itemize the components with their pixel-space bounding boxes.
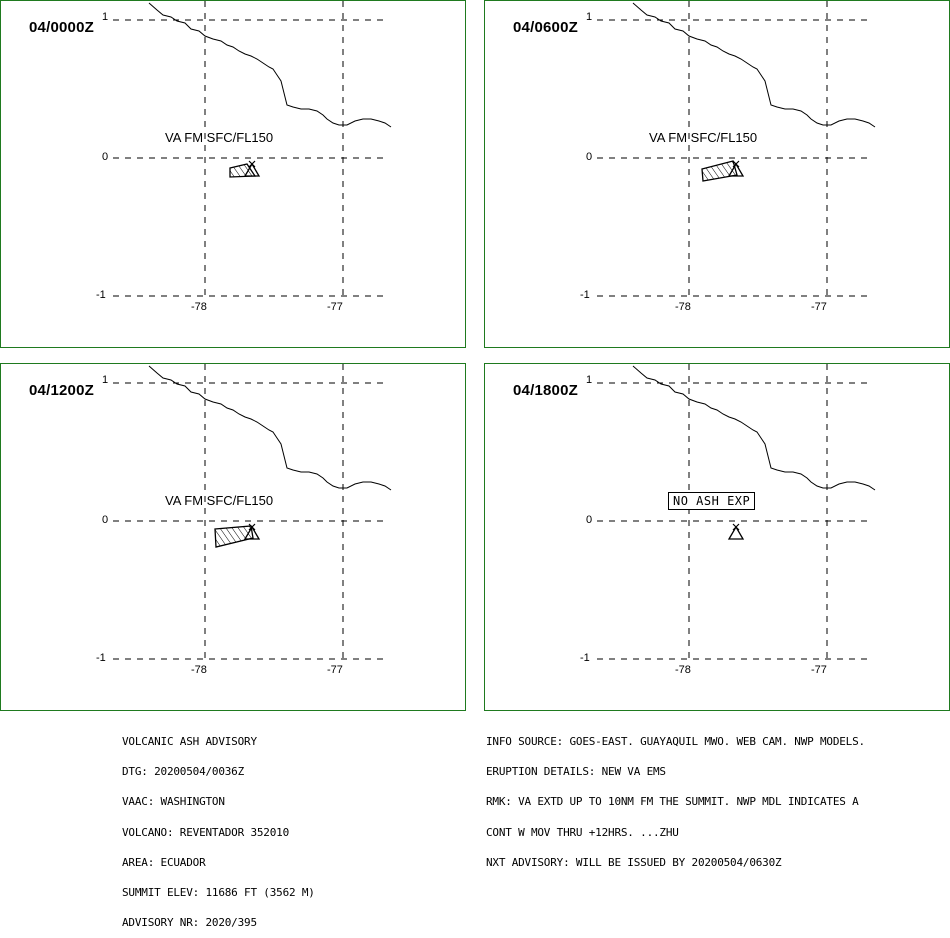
volcano-icon [727,162,745,177]
advisory-header-right: INFO SOURCE: GOES-EAST. GUAYAQUIL MWO. W… [486,717,865,878]
advisory-next: NXT ADVISORY: WILL BE ISSUED BY 20200504… [486,855,782,869]
lat-tick-1: 1 [586,11,593,23]
lat-tick-0: 0 [586,514,593,526]
no-ash-expected-box: NO ASH EXP [668,492,756,510]
ash-level-label: VA FM SFC/FL150 [165,493,274,508]
lon-tick-minus78: -78 [191,664,207,676]
lat-tick-minus1: -1 [96,652,106,664]
lat-tick-minus1: -1 [580,652,590,664]
forecast-time: 04/0000Z [29,19,94,36]
advisory-eruption-details: ERUPTION DETAILS: NEW VA EMS [486,765,666,779]
coastline [632,365,876,491]
forecast-panel-1200z: 04/1200Z VA FM SFC/FL150 1 0 -1 -78 -77 [0,363,466,711]
volcano-icon [243,525,261,540]
lat-tick-0: 0 [102,514,109,526]
lon-tick-minus77: -77 [811,664,827,676]
advisory-dtg: DTG: 20200504/0036Z [122,765,245,779]
lat-tick-1: 1 [102,11,109,23]
lat-tick-minus1: -1 [580,289,590,301]
eruption-mark-icon [248,160,256,168]
ash-plume-polygon [214,525,254,548]
advisory-remarks-cont: CONT W MOV THRU +12HRS. ...ZHU [486,825,679,839]
forecast-panel-0600z: 04/0600Z VA FM SFC/FL150 1 0 -1 -78 -77 [484,0,950,348]
forecast-panel-1800z: 04/1800Z NO ASH EXP 1 0 -1 -78 -77 [484,363,950,711]
lon-tick-minus77: -77 [811,301,827,313]
advisory-info-source: INFO SOURCE: GOES-EAST. GUAYAQUIL MWO. W… [486,735,865,748]
lat-tick-minus1: -1 [96,289,106,301]
coastline [148,2,392,128]
advisory-vaac: VAAC: WASHINGTON [122,795,225,809]
advisory-summit-elev: SUMMIT ELEV: 11686 FT (3562 M) [122,885,315,899]
coastline [632,2,876,128]
advisory-area: AREA: ECUADOR [122,855,206,869]
lon-tick-minus77: -77 [327,301,343,313]
advisory-number: ADVISORY NR: 2020/395 [122,916,257,930]
eruption-mark-icon [732,160,740,168]
lon-tick-minus78: -78 [191,301,207,313]
map-canvas [113,364,392,660]
volcano-icon [727,525,745,540]
lon-tick-minus78: -78 [675,301,691,313]
forecast-panel-0000z: 04/0000Z VA FM SFC/FL150 1 0 -1 -78 -77 [0,0,466,348]
volcano-icon [243,162,261,177]
map-canvas [597,364,876,660]
ash-level-label: VA FM SFC/FL150 [165,130,274,145]
lon-tick-minus78: -78 [675,664,691,676]
advisory-volcano: VOLCANO: REVENTADOR 352010 [122,825,289,839]
advisory-header-left: VOLCANIC ASH ADVISORY DTG: 20200504/0036… [122,717,315,938]
lat-tick-1: 1 [586,374,593,386]
lat-tick-0: 0 [586,151,593,163]
advisory-title: VOLCANIC ASH ADVISORY [122,735,257,748]
lat-tick-1: 1 [102,374,109,386]
eruption-mark-icon [248,523,256,531]
ash-level-label: VA FM SFC/FL150 [649,130,758,145]
lat-tick-0: 0 [102,151,109,163]
lon-tick-minus77: -77 [327,664,343,676]
map-canvas [113,1,392,297]
coastline [148,365,392,491]
advisory-remarks: RMK: VA EXTD UP TO 10NM FM THE SUMMIT. N… [486,795,859,809]
map-canvas [597,1,876,297]
forecast-time: 04/0600Z [513,19,578,36]
forecast-time: 04/1800Z [513,382,578,399]
forecast-time: 04/1200Z [29,382,94,399]
eruption-mark-icon [732,523,740,531]
